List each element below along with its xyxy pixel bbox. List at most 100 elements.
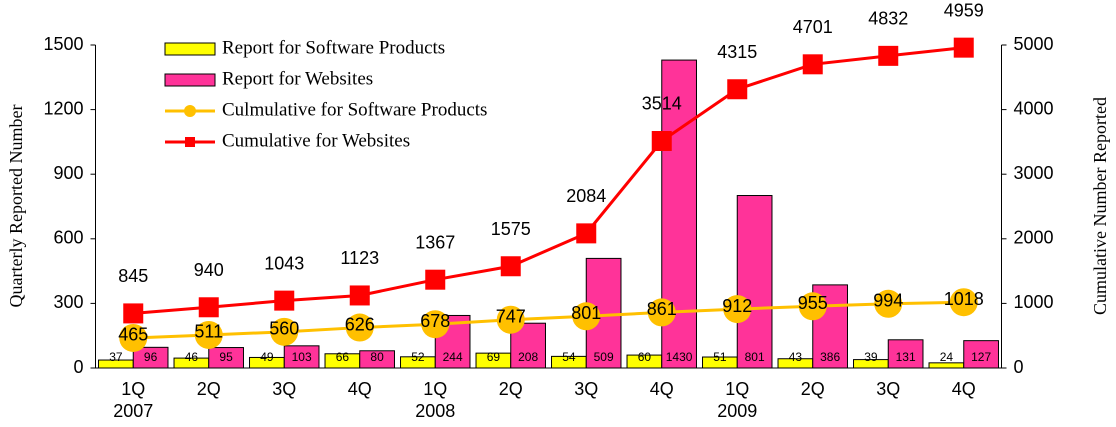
point-value-label: 1123 bbox=[340, 248, 379, 268]
bar bbox=[359, 350, 395, 369]
marker bbox=[349, 285, 370, 306]
x-group-label: 2009 bbox=[717, 401, 757, 421]
bar-value-label: 24 bbox=[940, 350, 954, 364]
point-value-label: 955 bbox=[798, 293, 828, 313]
marker bbox=[798, 292, 827, 321]
point-value-label: 511 bbox=[194, 322, 223, 342]
bar-value-label: 46 bbox=[185, 350, 199, 364]
bar bbox=[132, 346, 169, 369]
marker bbox=[345, 313, 374, 342]
point-value-label: 912 bbox=[722, 296, 752, 316]
bar bbox=[208, 347, 244, 369]
legend-marker bbox=[185, 137, 195, 147]
point-value-label: 940 bbox=[194, 260, 224, 280]
bar-value-label: 208 bbox=[518, 350, 538, 364]
x-tick-label: 2Q bbox=[499, 379, 523, 399]
marker bbox=[874, 289, 903, 318]
marker bbox=[194, 320, 223, 349]
marker bbox=[723, 295, 752, 324]
x-tick-label: 1Q bbox=[121, 379, 145, 399]
point-value-label: 861 bbox=[647, 299, 677, 319]
point-value-label: 4832 bbox=[868, 9, 908, 29]
legend-label: Culmulative for Software Products bbox=[222, 99, 487, 120]
x-tick-label: 1Q bbox=[725, 379, 749, 399]
bar-value-label: 43 bbox=[789, 350, 803, 364]
marker bbox=[727, 79, 748, 100]
x-group-label: 2008 bbox=[415, 401, 455, 421]
y-tick-label: 900 bbox=[53, 163, 83, 183]
point-value-label: 1043 bbox=[264, 253, 304, 273]
marker bbox=[425, 269, 446, 290]
line bbox=[133, 46, 964, 315]
point-value-label: 3514 bbox=[642, 94, 682, 114]
bar-value-label: 131 bbox=[896, 350, 916, 364]
bar-value-label: 54 bbox=[562, 350, 576, 364]
bar-value-label: 96 bbox=[144, 350, 158, 364]
point-value-label: 678 bbox=[420, 311, 450, 331]
x-tick-label: 4Q bbox=[348, 379, 372, 399]
y-tick-label: 0 bbox=[73, 357, 83, 377]
marker bbox=[119, 323, 148, 352]
point-value-label: 4315 bbox=[717, 42, 757, 62]
marker bbox=[500, 256, 521, 277]
marker bbox=[647, 298, 676, 327]
bar-value-label: 95 bbox=[219, 350, 233, 364]
y2-tick-label: 2000 bbox=[1014, 228, 1054, 248]
legend-label: Cumulative for Websites bbox=[222, 130, 410, 151]
y2-tick-label: 5000 bbox=[1014, 34, 1054, 54]
marker bbox=[274, 290, 295, 311]
bar-value-label: 66 bbox=[336, 350, 350, 364]
point-value-label: 994 bbox=[873, 291, 903, 311]
point-value-label: 4701 bbox=[793, 17, 833, 37]
legend-marker bbox=[184, 105, 196, 117]
x-group-label: 2007 bbox=[113, 401, 153, 421]
bar-value-label: 52 bbox=[411, 350, 425, 364]
bar-value-label: 386 bbox=[820, 350, 840, 364]
bar-value-label: 80 bbox=[370, 350, 384, 364]
point-value-label: 465 bbox=[118, 325, 148, 345]
y2-tick-label: 0 bbox=[1014, 357, 1024, 377]
bar bbox=[736, 195, 773, 369]
y-tick-label: 1200 bbox=[43, 98, 83, 118]
x-tick-label: 4Q bbox=[650, 379, 674, 399]
marker bbox=[421, 310, 450, 339]
bar bbox=[887, 339, 924, 369]
point-value-label: 1018 bbox=[944, 289, 984, 309]
x-tick-label: 2Q bbox=[801, 379, 825, 399]
marker bbox=[949, 288, 978, 317]
y-tick-label: 300 bbox=[53, 292, 83, 312]
point-value-label: 1367 bbox=[415, 232, 455, 252]
y-axis-title: Quarterly Reported Number bbox=[6, 105, 26, 308]
marker bbox=[802, 54, 823, 75]
point-value-label: 626 bbox=[345, 314, 375, 334]
marker bbox=[123, 303, 144, 324]
bar-value-label: 1430 bbox=[666, 350, 693, 364]
point-value-label: 747 bbox=[496, 306, 526, 326]
bar-value-label: 60 bbox=[638, 350, 652, 364]
bar bbox=[283, 345, 320, 369]
marker bbox=[651, 130, 672, 151]
bar-value-label: 51 bbox=[713, 350, 727, 364]
marker bbox=[496, 305, 525, 334]
y2-tick-label: 4000 bbox=[1014, 98, 1054, 118]
point-value-label: 560 bbox=[269, 319, 299, 339]
y2-axis-title: Cumulative Number Reported bbox=[1090, 97, 1110, 315]
bar-value-label: 49 bbox=[260, 350, 274, 364]
y-tick-label: 600 bbox=[53, 228, 83, 248]
bar-value-label: 39 bbox=[864, 350, 878, 364]
legend-swatch bbox=[164, 42, 216, 56]
bar-value-label: 244 bbox=[443, 350, 463, 364]
x-tick-label: 2Q bbox=[197, 379, 221, 399]
bar-value-label: 69 bbox=[487, 350, 501, 364]
x-tick-label: 1Q bbox=[423, 379, 447, 399]
bar-value-label: 509 bbox=[594, 350, 614, 364]
point-value-label: 4959 bbox=[944, 0, 984, 20]
bar-value-label: 801 bbox=[745, 350, 765, 364]
point-value-label: 2084 bbox=[566, 186, 606, 206]
x-tick-label: 3Q bbox=[272, 379, 296, 399]
x-tick-label: 3Q bbox=[574, 379, 598, 399]
point-value-label: 1575 bbox=[491, 219, 531, 239]
legend-label: Report for Websites bbox=[222, 68, 373, 89]
marker bbox=[878, 45, 899, 66]
